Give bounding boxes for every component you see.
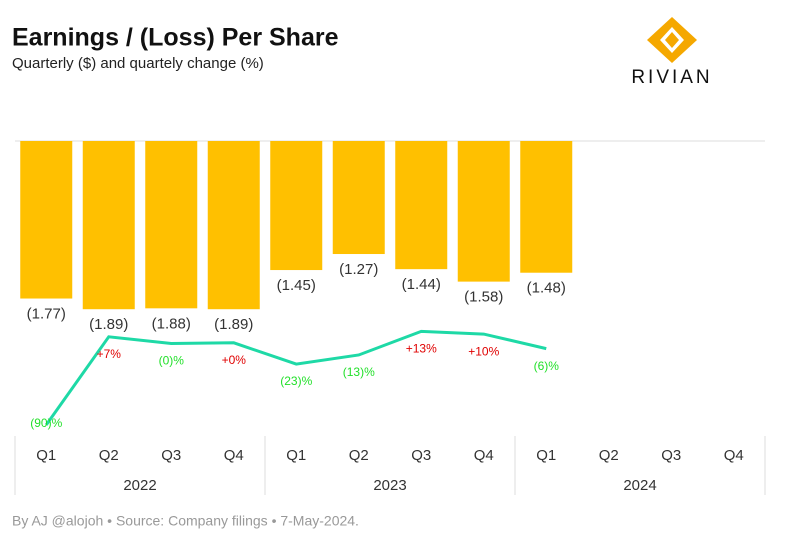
bar-label: (1.89) xyxy=(214,316,253,333)
x-tick-label: Q3 xyxy=(411,447,431,464)
group-label: 2023 xyxy=(373,477,406,494)
chart-title: Earnings / (Loss) Per Share xyxy=(12,24,339,52)
x-tick-label: Q3 xyxy=(661,447,681,464)
x-tick-label: Q1 xyxy=(536,447,556,464)
bar xyxy=(20,141,73,299)
bar xyxy=(82,141,135,310)
bar-label: (1.58) xyxy=(464,289,503,306)
x-tick-label: Q4 xyxy=(724,447,744,464)
bar-label: (1.48) xyxy=(527,280,566,297)
group-label: 2022 xyxy=(123,477,156,494)
chart-subtitle: Quarterly ($) and quartely change (%) xyxy=(12,55,264,72)
change-label: +13% xyxy=(406,342,437,356)
x-tick-label: Q3 xyxy=(161,447,181,464)
bar xyxy=(520,141,573,273)
group-label: 2024 xyxy=(623,477,656,494)
change-label: +7% xyxy=(97,347,122,361)
bar-label: (1.45) xyxy=(277,277,316,294)
source: By AJ @alojoh • Source: Company filings … xyxy=(12,513,359,529)
x-tick-label: Q1 xyxy=(36,447,56,464)
change-label: (6)% xyxy=(534,359,560,373)
bar xyxy=(207,141,260,310)
bar xyxy=(145,141,198,309)
x-tick-label: Q1 xyxy=(286,447,306,464)
change-label: (90)% xyxy=(30,416,62,430)
bar xyxy=(457,141,510,282)
bar-label: (1.88) xyxy=(152,315,191,332)
x-tick-label: Q2 xyxy=(99,447,119,464)
x-tick-label: Q2 xyxy=(349,447,369,464)
bar xyxy=(395,141,448,270)
bar xyxy=(270,141,323,271)
change-label: (0)% xyxy=(159,354,185,368)
x-tick-label: Q2 xyxy=(599,447,619,464)
change-label: (23)% xyxy=(280,374,312,388)
bar-label: (1.89) xyxy=(89,316,128,333)
bar xyxy=(332,141,385,255)
brand: RIVIAN xyxy=(631,67,712,88)
change-label: +0% xyxy=(222,353,247,367)
bar-label: (1.44) xyxy=(402,276,441,293)
x-tick-label: Q4 xyxy=(224,447,244,464)
bar-label: (1.77) xyxy=(27,305,66,322)
logo xyxy=(647,17,697,63)
x-tick-label: Q4 xyxy=(474,447,494,464)
change-label: (13)% xyxy=(343,365,375,379)
bar-label: (1.27) xyxy=(339,261,378,278)
change-line xyxy=(45,329,547,426)
change-label: +10% xyxy=(468,344,499,358)
